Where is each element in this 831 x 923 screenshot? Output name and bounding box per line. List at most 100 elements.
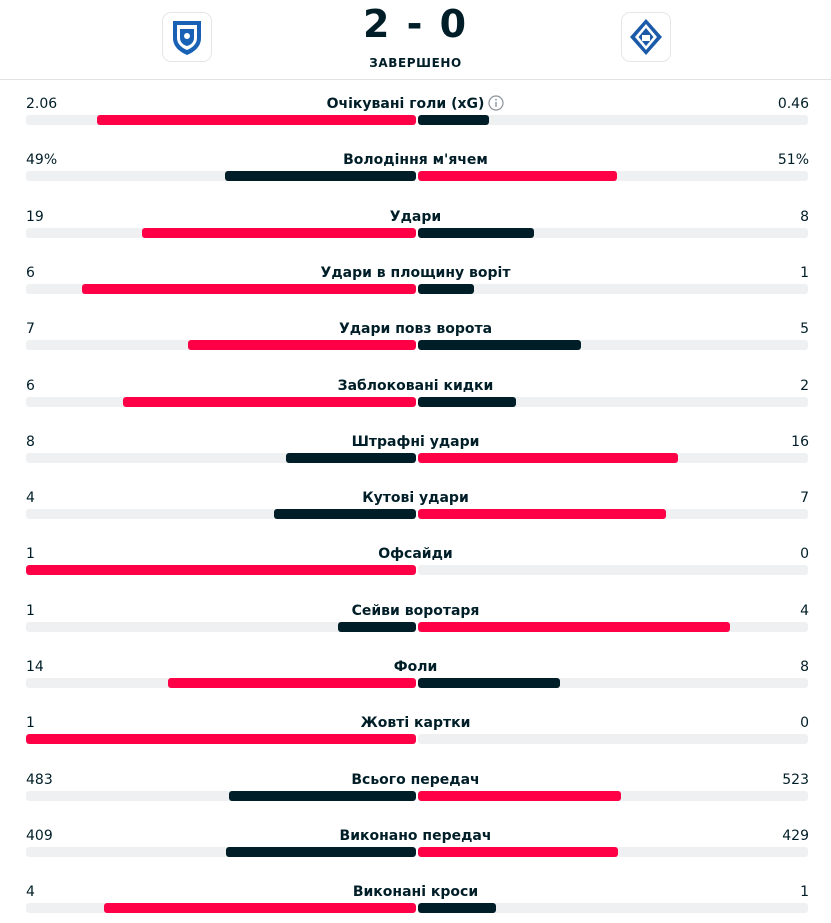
home-stat-bar: [26, 734, 416, 745]
away-stat-value: 0.46: [777, 96, 809, 112]
home-team-logo[interactable]: [162, 12, 212, 62]
away-stat-value: 4: [800, 602, 809, 619]
stat-label: Очікувані голи (xG): [0, 95, 831, 113]
stat-label-text: Кутові удари: [362, 490, 469, 507]
match-status: ЗАВЕРШЕНО: [369, 56, 462, 70]
stat-row: 2.06 Очікувані голи (xG) 0.46: [0, 95, 831, 135]
away-stat-value: 51%: [777, 152, 809, 169]
home-stat-bar: [26, 565, 416, 576]
stat-label: Всього передач: [0, 771, 831, 789]
stat-label-text: Всього передач: [351, 771, 480, 788]
home-stat-value: 1: [26, 602, 35, 619]
stat-label: Виконано передач: [0, 827, 831, 845]
match-header: 2 - 0 ЗАВЕРШЕНО: [0, 0, 831, 80]
away-stat-bar-track: [418, 283, 808, 294]
home-stat-bar-track: [26, 227, 416, 238]
home-stat-value: 14: [26, 659, 44, 675]
home-stat-bar: [82, 283, 416, 294]
away-stat-bar-track: [418, 171, 808, 182]
home-stat-value: 1: [26, 715, 35, 732]
home-stat-bar: [225, 171, 416, 182]
home-stat-value: 19: [26, 208, 44, 225]
home-stat-bar-track: [26, 340, 416, 351]
match-score: 2 - 0: [362, 2, 469, 46]
stat-label-text: Фоли: [393, 659, 438, 675]
stat-label: Удари: [0, 208, 831, 226]
home-stat-bar: [104, 903, 416, 914]
away-stat-bar: [418, 452, 678, 463]
stat-label: Сейви воротаря: [0, 602, 831, 620]
away-stat-bar: [418, 115, 489, 125]
stat-label: Фоли: [0, 658, 831, 676]
away-stat-value: 8: [800, 208, 809, 225]
home-stat-value: 4: [26, 490, 35, 507]
away-stat-bar: [418, 171, 617, 182]
stat-row: 1 Жовті картки 0: [0, 714, 831, 754]
home-stat-value: 7: [26, 321, 35, 338]
stat-row: 6 Удари в площину воріт 1: [0, 264, 831, 304]
away-stat-value: 8: [800, 659, 809, 675]
stat-label-text: Очікувані голи (xG): [326, 96, 485, 112]
stat-label: Виконані кроси: [0, 883, 831, 901]
home-stat-value: 2.06: [26, 96, 58, 112]
home-stat-value: 49%: [26, 152, 58, 169]
stat-label-text: Заблоковані кидки: [337, 377, 494, 394]
away-stat-bar-track: [418, 509, 808, 520]
away-stat-value: 1: [800, 264, 809, 281]
away-stat-value: 0: [800, 546, 809, 563]
away-stat-value: 16: [791, 433, 809, 450]
away-stat-bar: [418, 509, 666, 520]
home-stat-bar-track: [26, 171, 416, 182]
hoffenheim-crest-icon: [173, 21, 201, 55]
stat-label-text: Виконано передач: [339, 827, 492, 844]
stat-row: 7 Удари повз ворота 5: [0, 320, 831, 360]
stat-row: 483 Всього передач 523: [0, 771, 831, 811]
away-stat-bar: [418, 903, 496, 914]
away-stat-bar: [418, 621, 730, 632]
away-team-logo[interactable]: [621, 12, 671, 62]
home-stat-bar-track: [26, 509, 416, 520]
away-stat-bar-track: [418, 903, 808, 914]
stat-label-text: Удари повз ворота: [338, 321, 493, 338]
home-stat-bar-track: [26, 621, 416, 632]
away-stat-bar: [418, 678, 560, 688]
stat-label-text: Удари: [389, 208, 442, 225]
home-stat-bar-track: [26, 903, 416, 914]
away-stat-bar-track: [418, 621, 808, 632]
away-stat-bar-track: [418, 227, 808, 238]
home-stat-value: 4: [26, 884, 35, 901]
stat-label: Володіння м'ячем: [0, 151, 831, 169]
stat-label: Заблоковані кидки: [0, 377, 831, 395]
away-stat-bar-track: [418, 734, 808, 745]
home-stat-value: 1: [26, 546, 35, 563]
info-icon[interactable]: [488, 95, 504, 111]
away-stat-bar: [418, 396, 516, 407]
away-stat-value: 1: [800, 884, 809, 901]
home-stat-bar: [229, 790, 416, 801]
stat-label-text: Виконані кроси: [352, 884, 479, 901]
away-stat-bar: [418, 283, 474, 294]
stat-row: 4 Виконані кроси 1: [0, 883, 831, 923]
home-stat-bar-track: [26, 396, 416, 407]
away-stat-bar-track: [418, 452, 808, 463]
home-stat-bar-track: [26, 734, 416, 745]
home-stat-bar: [274, 509, 416, 520]
away-stat-bar: [418, 227, 534, 238]
stat-row: 1 Сейви воротаря 4: [0, 602, 831, 642]
home-stat-bar-track: [26, 283, 416, 294]
stat-row: 1 Офсайди 0: [0, 545, 831, 585]
stat-row: 409 Виконано передач 429: [0, 827, 831, 867]
home-stat-value: 6: [26, 264, 35, 281]
stat-label: Штрафні удари: [0, 433, 831, 451]
away-stat-bar-track: [418, 846, 808, 857]
stat-row: 6 Заблоковані кидки 2: [0, 377, 831, 417]
stat-row: 8 Штрафні удари 16: [0, 433, 831, 473]
away-stat-value: 429: [782, 827, 809, 844]
home-stat-bar-track: [26, 115, 416, 125]
away-stat-bar: [418, 790, 621, 801]
away-stat-bar-track: [418, 678, 808, 688]
home-stat-bar-track: [26, 790, 416, 801]
stat-label-text: Сейви воротаря: [351, 602, 480, 619]
home-stat-bar-track: [26, 678, 416, 688]
away-stat-bar-track: [418, 396, 808, 407]
